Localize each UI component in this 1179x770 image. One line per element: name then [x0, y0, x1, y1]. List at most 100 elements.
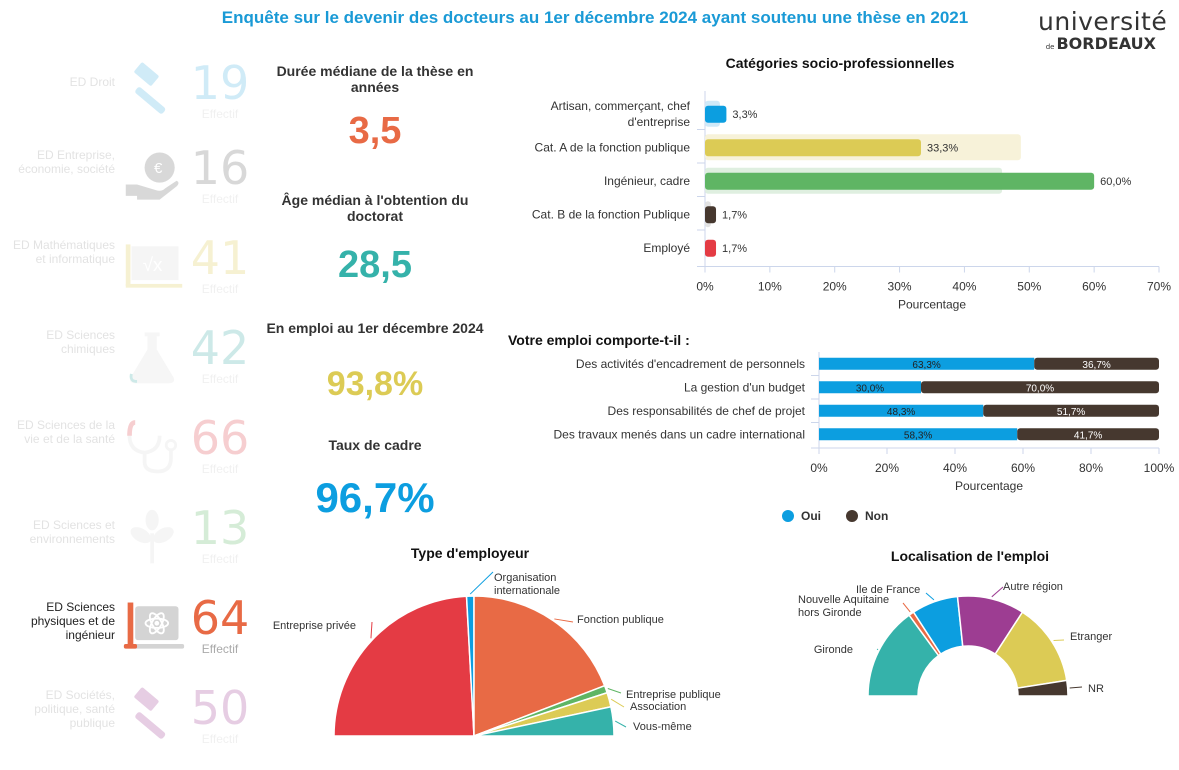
bar-value-label: 51,7% — [1057, 407, 1085, 418]
stethoscope-icon — [122, 415, 186, 479]
category-label: d'entreprise — [628, 115, 691, 129]
connector — [608, 689, 621, 693]
category-label: Des travaux menés dans un cadre internat… — [554, 427, 805, 441]
laptop-atom-icon — [122, 595, 186, 659]
logo-top-text: université — [1038, 10, 1168, 34]
ed-label: ED Sociétés, politique, santé publique — [5, 688, 115, 730]
slice-label: Entreprise privée — [273, 620, 356, 632]
csp-bar-chart: 0%10%20%30%40%50%60%70%Pourcentage3,3%Ar… — [505, 80, 1175, 315]
ed-count-label: Effectif — [190, 282, 250, 296]
kpi-value-emploi: 93,8% — [255, 365, 495, 404]
ed-label: ED Sciences de la vie et de la santé — [5, 418, 115, 446]
legend-marker-non — [846, 510, 858, 522]
bar-value-label: 70,0% — [1026, 383, 1054, 394]
kpi-value-cadre: 96,7% — [255, 474, 495, 522]
bar-value-label: 48,3% — [887, 407, 915, 418]
ed-label: ED Sciences chimiques — [5, 328, 115, 356]
slice-label: Etranger — [1070, 631, 1113, 643]
ed-count-label: Effectif — [190, 372, 250, 386]
ed-label: ED Sciences physiques et de ingénieur — [5, 600, 115, 642]
ed-label: ED Droit — [5, 75, 115, 89]
kpi-value-duree: 3,5 — [255, 110, 495, 153]
ed-count-label: Effectif — [190, 107, 250, 121]
logo-bottom-text: BORDEAUX — [1056, 34, 1156, 53]
connector — [470, 572, 493, 594]
slice-label: Gironde — [814, 644, 853, 656]
x-tick-label: 30% — [888, 280, 912, 294]
bar-value-label: 63,3% — [912, 360, 940, 371]
ed-count: 41 — [190, 234, 250, 282]
slice-label: Association — [630, 701, 686, 713]
slice-label: Ile de France — [856, 584, 920, 596]
category-label: La gestion d'un budget — [684, 380, 806, 394]
x-tick-label: 0% — [696, 280, 714, 294]
connector — [554, 619, 573, 622]
bar-value-label: 30,0% — [856, 383, 884, 394]
x-tick-label: 40% — [943, 461, 967, 475]
category-label: Des responsabilités de chef de projet — [608, 404, 806, 418]
category-label: Employé — [643, 241, 690, 255]
ed-label: ED Entreprise, économie, société — [5, 148, 115, 176]
slice-label: Entreprise publique — [626, 689, 721, 701]
x-tick-label: 10% — [758, 280, 782, 294]
gavel-icon — [122, 685, 186, 749]
plant-icon — [122, 505, 186, 569]
x-tick-label: 20% — [823, 280, 847, 294]
svg-text:√x: √x — [143, 254, 163, 275]
kpi-title-age: Âge médian à l'obtention du doctorat — [255, 192, 495, 224]
connector — [611, 699, 624, 707]
bar-value-label: 60,0% — [1100, 176, 1131, 188]
type-employeur-pie: Entreprise privéeOrganisationinternation… — [260, 565, 730, 745]
category-label: Cat. A de la fonction publique — [535, 140, 691, 154]
bar-value-label: 58,3% — [904, 430, 932, 441]
ed-count: 19 — [190, 59, 250, 107]
slice-label: Fonction publique — [577, 614, 664, 626]
svg-text:€: € — [154, 160, 163, 177]
bar — [705, 173, 1094, 190]
hand-euro-icon: € — [122, 145, 186, 209]
category-label: Artisan, commerçant, chef — [551, 99, 691, 113]
legend-label-oui: Oui — [801, 509, 821, 523]
ed-count-label: Effectif — [190, 192, 250, 206]
emploi-chart-title: Votre emploi comporte-t-il : — [508, 332, 690, 348]
x-tick-label: 20% — [875, 461, 899, 475]
logo-de-text: de — [1046, 43, 1055, 51]
connector — [992, 587, 1003, 597]
x-tick-label: 70% — [1147, 280, 1171, 294]
localisation-title: Localisation de l'emploi — [820, 548, 1120, 564]
x-tick-label: 40% — [952, 280, 976, 294]
ed-count: 42 — [190, 324, 250, 372]
ed-count: 16 — [190, 144, 250, 192]
kpi-value-age: 28,5 — [255, 244, 495, 287]
kpi-title-duree: Durée médiane de la thèse en années — [255, 63, 495, 95]
legend-marker-oui — [782, 510, 794, 522]
ed-count: 64 — [190, 594, 250, 642]
slice-label: NR — [1088, 683, 1104, 695]
bar-value-label: 41,7% — [1074, 430, 1102, 441]
slice-label: Vous-même — [633, 721, 692, 733]
ed-count-label: Effectif — [190, 462, 250, 476]
bar-value-label: 3,3% — [732, 109, 757, 121]
ed-count: 13 — [190, 504, 250, 552]
x-tick-label: 100% — [1144, 461, 1175, 475]
gavel-icon — [122, 60, 186, 124]
legend-label-non: Non — [865, 509, 888, 523]
x-tick-label: 80% — [1079, 461, 1103, 475]
bar-value-label: 1,7% — [722, 243, 747, 255]
slice-label: hors Gironde — [798, 607, 862, 619]
ed-label: ED Sciences et environnements — [5, 518, 115, 546]
x-axis-title: Pourcentage — [898, 298, 966, 312]
kpi-title-cadre: Taux de cadre — [255, 437, 495, 453]
slice-label: internationale — [494, 585, 560, 597]
ed-count: 66 — [190, 414, 250, 462]
